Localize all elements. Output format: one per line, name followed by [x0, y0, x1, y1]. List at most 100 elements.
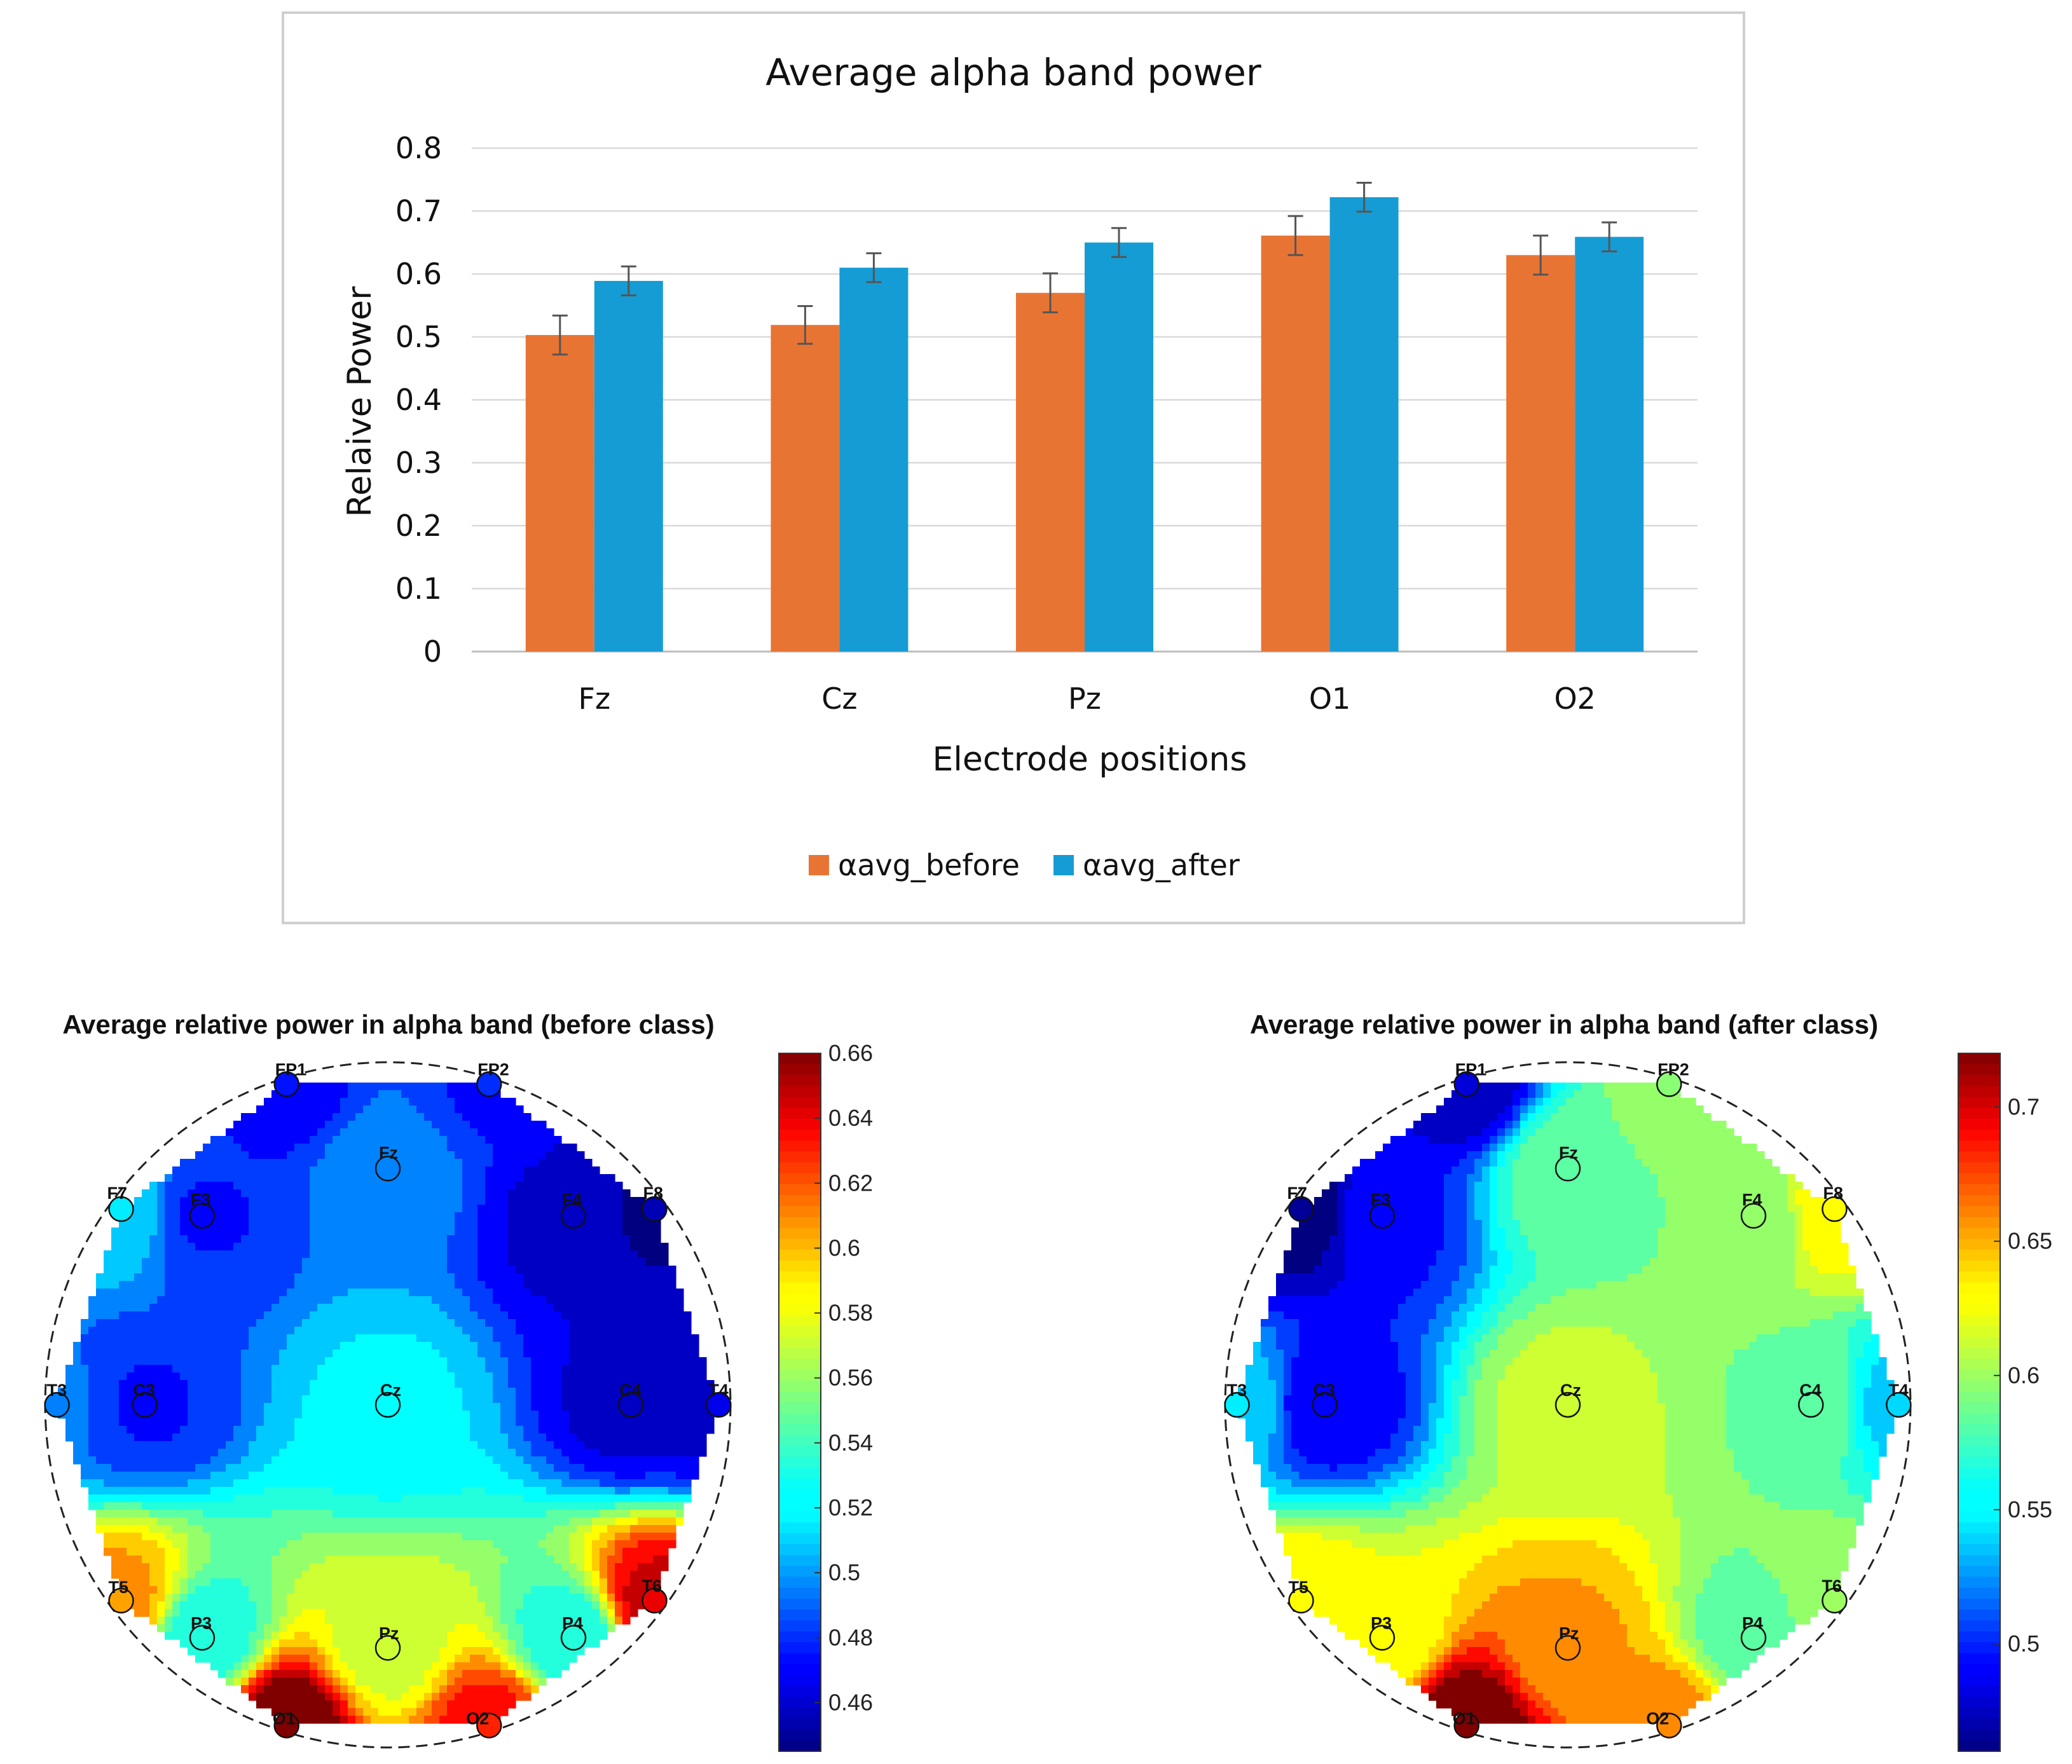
topomap-cell: [180, 1487, 188, 1495]
topomap-cell: [561, 1289, 570, 1297]
topomap-cell: [96, 1502, 104, 1510]
topomap-cell: [325, 1372, 333, 1381]
topomap-cell: [348, 1548, 356, 1556]
topomap-cell: [546, 1220, 554, 1228]
topomap-cell: [546, 1159, 554, 1167]
topomap-cell: [287, 1555, 295, 1564]
topomap-cell: [333, 1311, 341, 1320]
topomap-cell: [584, 1281, 593, 1289]
topomap-cell: [188, 1609, 196, 1617]
topomap-cell: [668, 1502, 676, 1510]
topomap-cell: [279, 1258, 287, 1266]
topomap-cell: [378, 1479, 387, 1487]
topomap-cell: [447, 1243, 455, 1251]
topomap-cell: [371, 1235, 379, 1243]
topomap-cell: [180, 1563, 188, 1571]
topomap-cell: [333, 1266, 341, 1274]
topomap-cell: [622, 1487, 631, 1495]
topomap-cell: [172, 1578, 181, 1587]
topomap-cell: [539, 1548, 547, 1556]
topomap-cell: [493, 1502, 501, 1510]
topomap-cell: [630, 1395, 638, 1404]
topomap-cell: [119, 1449, 127, 1457]
topomap-cell: [424, 1227, 432, 1236]
topomap-cell: [363, 1319, 371, 1327]
topomap-cell: [592, 1205, 600, 1213]
topomap-cell: [348, 1586, 356, 1594]
topomap-cell: [333, 1090, 341, 1098]
topomap-cell: [394, 1464, 402, 1472]
topomap-cell: [340, 1166, 348, 1175]
topomap-cell: [630, 1548, 638, 1556]
topomap-cell: [371, 1144, 379, 1152]
topomap-cell: [226, 1418, 234, 1426]
topomap-cell: [439, 1372, 448, 1381]
topomap-cell: [462, 1144, 470, 1152]
topomap-cell: [210, 1578, 219, 1587]
topomap-cell: [195, 1586, 203, 1594]
topomap-cell: [271, 1342, 280, 1350]
topomap-cell: [279, 1319, 287, 1327]
topomap-cell: [348, 1365, 356, 1373]
topomap-cell: [134, 1555, 142, 1564]
topomap-cell: [256, 1327, 264, 1335]
topomap-cell: [607, 1243, 615, 1251]
topomap-cell: [294, 1464, 303, 1472]
topomap-cell: [294, 1609, 303, 1617]
topomap-cell: [493, 1609, 501, 1617]
topomap-cell: [302, 1090, 310, 1098]
topomap-cell: [188, 1571, 196, 1579]
topomap-cell: [561, 1258, 570, 1266]
topomap-cell: [355, 1250, 364, 1259]
topomap-cell: [249, 1182, 257, 1190]
topomap-cell: [439, 1189, 448, 1198]
topomap-cell: [165, 1426, 173, 1434]
topomap-cell: [424, 1159, 432, 1167]
topomap-cell: [386, 1563, 394, 1571]
topomap-cell: [325, 1174, 333, 1182]
topomap-cell: [111, 1395, 120, 1404]
topomap-cell: [363, 1090, 371, 1098]
topomap-cell: [149, 1197, 158, 1205]
topomap-cell: [218, 1533, 226, 1541]
topomap-cell: [333, 1464, 341, 1472]
topomap-cell: [333, 1289, 341, 1297]
topomap-cell: [432, 1540, 440, 1549]
topomap-cell: [653, 1533, 661, 1541]
topomap-cell: [584, 1304, 593, 1312]
topomap-cell: [210, 1487, 219, 1495]
topomap-cell: [264, 1395, 272, 1404]
topomap-cell: [416, 1487, 425, 1495]
topomap-cell: [294, 1266, 303, 1274]
topomap-cell: [302, 1235, 310, 1243]
topomap-cell: [279, 1380, 287, 1388]
topomap-cell: [333, 1533, 341, 1541]
topomap-cell: [279, 1212, 287, 1220]
topomap-cell: [325, 1540, 333, 1549]
topomap-cell: [554, 1571, 562, 1579]
topomap-cell: [271, 1555, 280, 1564]
topomap-cell: [180, 1174, 188, 1182]
topomap-cell: [485, 1281, 493, 1289]
topomap-cell: [279, 1472, 287, 1480]
topomap-cell: [600, 1243, 608, 1251]
topomap-cell: [302, 1266, 310, 1274]
topomap-cell: [523, 1426, 532, 1434]
topomap-cell: [371, 1105, 379, 1114]
topomap-cell: [470, 1441, 478, 1449]
topomap-cell: [439, 1426, 448, 1434]
topomap-cell: [287, 1601, 295, 1610]
topomap-cell: [294, 1456, 303, 1465]
topomap-cell: [432, 1159, 440, 1167]
topomap-cell: [134, 1380, 142, 1388]
topomap-cell: [439, 1441, 448, 1449]
topomap-cell: [165, 1487, 173, 1495]
topomap-cell: [416, 1441, 425, 1449]
topomap-cell: [516, 1403, 524, 1411]
topomap-cell: [294, 1098, 303, 1106]
topomap-cell: [508, 1281, 516, 1289]
topomap-cell: [88, 1411, 97, 1419]
topomap-cell: [539, 1494, 547, 1503]
topomap-cell: [134, 1510, 142, 1518]
